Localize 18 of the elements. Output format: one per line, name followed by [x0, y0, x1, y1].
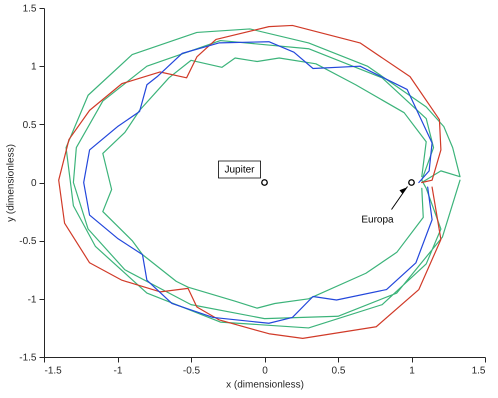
x-tick-label: -1.5: [44, 366, 62, 376]
y-tick-label: 0.5: [22, 120, 37, 131]
y-tick-label: 1: [30, 62, 37, 73]
y-axis-title: y (dimensionless): [5, 144, 16, 222]
y-tick-label: -1: [28, 294, 37, 306]
x-tick-label: 0.5: [332, 366, 346, 376]
x-tick-label: 1.5: [472, 366, 486, 376]
y-tick-label: 1.5: [22, 4, 37, 14]
x-tick-label: 0: [262, 366, 268, 376]
annotation: Jupiter: [224, 164, 256, 176]
y-tick-label: -0.5: [19, 236, 37, 248]
x-tick-label: 1: [409, 366, 416, 376]
x-tick-label: -1: [114, 366, 123, 376]
x-tick-label: -0.5: [182, 366, 201, 376]
y-tick-label: -1.5: [19, 352, 37, 364]
annotation: Europa: [361, 214, 394, 226]
y-tick-label: 0: [30, 178, 37, 189]
x-axis-title: x (dimensionless): [226, 380, 304, 390]
